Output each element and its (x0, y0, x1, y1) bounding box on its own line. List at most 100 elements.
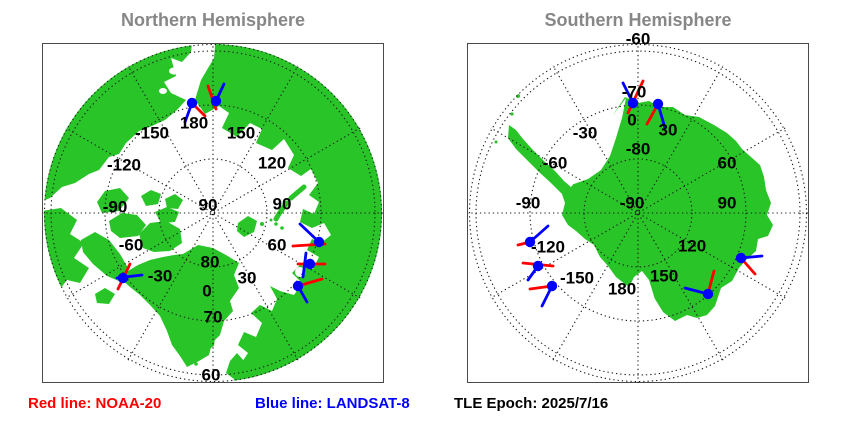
lon-label: -90 (103, 197, 128, 216)
scotland (230, 353, 244, 374)
severnaya-zemlya-1 (294, 141, 298, 145)
meridian-30-210 (552, 65, 724, 361)
meridian-120-300 (65, 127, 361, 299)
lon-label: 30 (659, 120, 678, 139)
satellite-position-dot (627, 97, 639, 109)
satellite-position-dot (524, 236, 536, 248)
devon-island (155, 207, 179, 223)
lon-label: 150 (227, 123, 255, 142)
lat-label: -90 (620, 193, 645, 212)
lon-label: 180 (180, 113, 208, 132)
lat-label: 60 (202, 365, 221, 384)
lon-label: 90 (718, 193, 737, 212)
satellite-position-dot (546, 280, 558, 292)
meridian-30-210 (127, 65, 299, 361)
south-hemisphere-title: Southern Hemisphere (544, 10, 732, 30)
blue-track-line (301, 251, 308, 279)
lon-label: -120 (531, 237, 565, 256)
south-grid-labels: -60 -70 -80 -90 0 30 -30 60 -60 90 -90 1… (516, 29, 737, 298)
satellite-position-dot (735, 252, 747, 264)
lon-label: 90 (273, 194, 292, 213)
map-boundary-circle (43, 43, 383, 383)
canada-landmass (44, 208, 89, 318)
satellite-position-dot (304, 258, 316, 270)
latitude-circle-60s (475, 50, 801, 376)
arctic-island-2 (165, 194, 183, 209)
north-hemisphere-map: -150 180 150 120 -120 -90 90 -60 60 -30 … (42, 43, 384, 384)
legend-landsat8: Blue line: LANDSAT-8 (255, 395, 410, 412)
ross-sea (624, 271, 656, 312)
satellite-position-dot (210, 95, 222, 107)
red-track-line (626, 79, 645, 115)
south-graticule (468, 43, 808, 383)
franz-josef-3 (269, 218, 273, 222)
south-satellite-markers (516, 79, 764, 308)
norton-sound (159, 88, 167, 94)
gulf-of-bothnia (309, 350, 328, 382)
satellite-position-dot (117, 272, 129, 284)
lon-label: -150 (135, 123, 169, 142)
south-hemisphere-svg: -60 -70 -80 -90 0 30 -30 60 -60 90 -90 1… (468, 29, 808, 383)
faroe-islands (194, 362, 198, 366)
north-hemisphere-svg: -150 180 150 120 -120 -90 90 -60 60 -30 … (43, 43, 383, 384)
lon-label: -90 (516, 193, 541, 212)
weddell-sea (568, 98, 626, 184)
south-landmasses (494, 94, 773, 321)
kotzebue-sound (169, 67, 179, 75)
satellite-position-dot (292, 280, 304, 292)
lon-label: -60 (119, 235, 144, 254)
meridian-150-330 (552, 65, 724, 361)
north-landmasses (44, 44, 382, 382)
satellite-position-dot (652, 98, 664, 110)
antarctica-landmass (508, 97, 773, 321)
legend-noaa20: Red line: NOAA-20 (28, 395, 162, 412)
north-satellite-markers (115, 82, 327, 304)
franz-josef-1 (274, 222, 278, 226)
north-grid-labels: -150 180 150 120 -120 -90 90 -60 60 -30 … (103, 113, 292, 384)
latitude-circle-60n (50, 50, 376, 376)
lat-label: 80 (201, 252, 220, 271)
lon-label: -120 (107, 155, 141, 174)
lon-label: 60 (268, 235, 287, 254)
lat-label: 70 (204, 307, 223, 326)
lat-label: 90 (199, 195, 218, 214)
north-graticule (43, 43, 383, 383)
arctic-island-1 (141, 190, 161, 206)
lat-label: -60 (626, 29, 651, 48)
iceland (184, 333, 215, 352)
meridian-150-330 (127, 65, 299, 361)
satellite-position-dot (532, 260, 544, 272)
lon-label: 0 (202, 281, 211, 300)
lon-label: 0 (627, 110, 636, 129)
lon-label: -30 (573, 123, 598, 142)
lon-label: 60 (718, 153, 737, 172)
novaya-zemlya-south (273, 200, 290, 222)
latitude-circle-70s (529, 104, 747, 322)
svalbard (237, 216, 257, 237)
svalbard-islet (260, 222, 264, 226)
franz-josef-2 (280, 226, 284, 230)
satellite-position-dot (702, 288, 714, 300)
meridian-60-240 (490, 127, 786, 299)
lon-label: -150 (560, 268, 594, 287)
alaska-landmass (44, 44, 193, 204)
map-boundary-circle (468, 43, 808, 383)
southampton-island (95, 288, 115, 304)
new-siberian-islands (262, 134, 268, 140)
lat-label: -70 (622, 82, 647, 101)
victoria-island (109, 213, 146, 238)
baffin-island (81, 232, 128, 282)
north-hemisphere-title: Northern Hemisphere (120, 10, 306, 30)
lon-label: -60 (543, 153, 568, 172)
lat-label: -80 (626, 139, 651, 158)
greenland-landmass (122, 245, 239, 367)
south-hemisphere-map: -60 -70 -80 -90 0 30 -30 60 -60 90 -90 1… (467, 29, 809, 383)
legend-tle-epoch: TLE Epoch: 2025/7/16 (454, 395, 609, 412)
lon-label: 30 (238, 268, 257, 287)
novaya-zemlya-north (288, 184, 307, 201)
meridian-120-300 (490, 127, 786, 299)
antarctic-islet-1 (510, 112, 514, 116)
banks-island (97, 188, 129, 213)
lon-label: -30 (148, 266, 173, 285)
satellite-position-dot (186, 97, 198, 109)
